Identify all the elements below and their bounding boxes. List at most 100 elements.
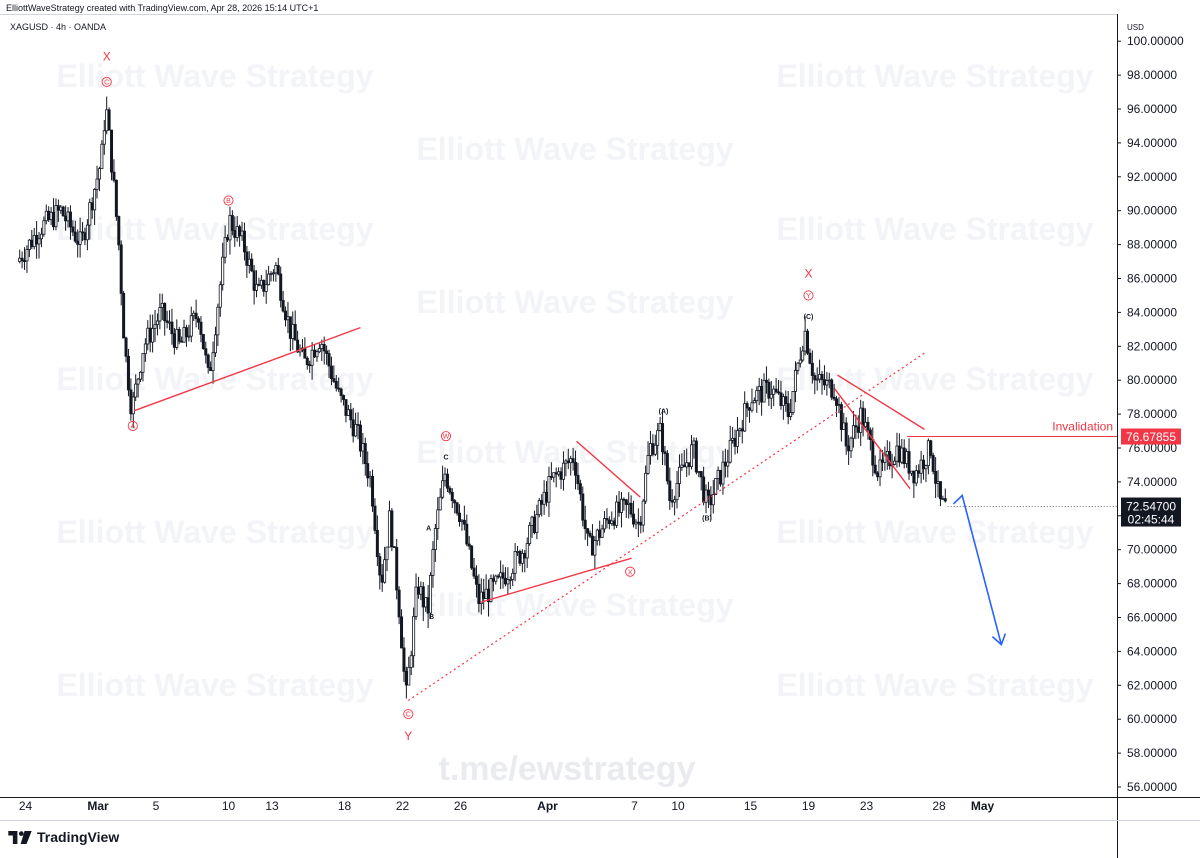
candle [257,277,261,287]
candle-body [627,502,631,505]
candle-body [153,324,157,329]
candle-body [431,549,435,576]
candle-body [424,597,428,608]
candle-body [286,316,290,321]
candle [163,302,167,336]
candle [296,330,300,353]
candle-body [76,240,80,245]
last-price-text: 72.54700 [1126,500,1176,514]
candle-body [39,233,43,240]
candle-body [450,491,454,501]
candle-body [566,460,570,464]
candle-body [922,459,926,470]
candle [864,408,868,428]
candle [644,465,648,505]
candle [165,310,169,329]
candle-body [680,464,684,468]
candle-body [501,572,505,579]
candle [711,480,715,514]
candle-body [216,306,220,336]
candle [670,489,674,508]
candles-layer [18,96,947,699]
candle [561,451,565,491]
candle [182,319,186,343]
tradingview-brand[interactable]: TradingView [8,829,119,845]
watermark-text: Elliott Wave Strategy [56,211,373,247]
watermark-text: Elliott Wave Strategy [776,58,1093,94]
candle-body [516,551,520,553]
candle [806,328,810,355]
candle-body [482,591,486,599]
candle-body [387,510,391,548]
candle-body [52,211,56,228]
candle [769,380,773,410]
candle-body [339,388,343,396]
candle-body [85,224,89,241]
candle [907,438,911,480]
candle [895,432,899,468]
price-tick-label: 68.00000 [1127,577,1177,591]
candle-body [375,529,379,558]
candle-body [20,257,24,261]
candle [501,564,505,589]
candle-body [658,423,662,431]
candle-body [346,409,350,416]
candle-body [93,189,97,211]
candle-body [303,347,307,359]
candle [110,129,114,181]
candle-body [552,472,556,478]
candle-body [716,469,720,479]
candle [317,343,321,354]
candle [267,265,271,286]
candle-body [943,498,947,502]
candle [310,342,314,380]
candle-body [402,647,406,672]
price-tick-label: 56.00000 [1127,780,1177,794]
candle [168,310,172,331]
candle-body [371,475,375,507]
candle [349,402,353,429]
candle-body [762,379,766,403]
candle-body [593,540,597,556]
candle [47,206,51,223]
candle [107,107,111,131]
candle-body [32,234,36,248]
price-tick-label: 58.00000 [1127,746,1177,760]
candle-body [155,320,159,326]
candle-body [586,528,590,534]
candle [95,165,99,199]
candle [583,505,587,540]
candle [175,319,179,350]
candle [752,397,756,404]
candle [122,290,126,339]
candle [839,401,843,442]
candle-body [757,385,761,391]
candle [755,386,759,413]
candle-body [192,312,196,317]
candle-body [146,327,150,345]
candle [762,373,766,403]
candle [313,344,317,359]
candle-body [380,574,384,583]
candle [924,464,928,483]
candle [878,450,882,487]
candle [793,361,797,403]
candle [704,484,708,514]
candle [395,538,399,600]
wave-label-circled: X [625,566,636,577]
candle [443,467,447,487]
candle [525,537,529,568]
candle-body [83,232,87,241]
candle [112,159,116,183]
candle [448,485,452,495]
candle-body [682,464,686,468]
candle [634,519,638,530]
candle-body [317,348,321,353]
candle-body [781,396,785,406]
candle [653,434,657,457]
candle-body [735,430,739,447]
candle-body [876,472,880,478]
candle-body [815,378,819,381]
candle [371,469,375,512]
